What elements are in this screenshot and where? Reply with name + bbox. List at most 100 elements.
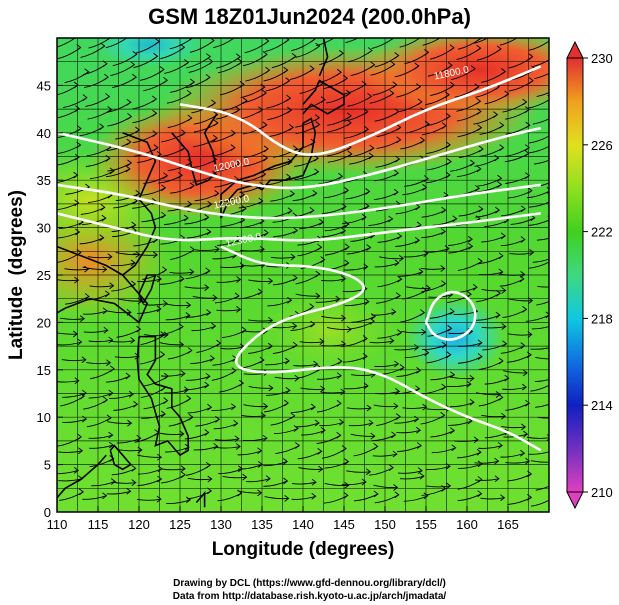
streamline bbox=[373, 404, 398, 408]
streamline-arrow bbox=[522, 98, 528, 106]
streamline bbox=[448, 330, 473, 335]
streamline-arrow bbox=[498, 268, 504, 276]
streamline-arrow bbox=[235, 159, 241, 167]
coastline bbox=[318, 38, 329, 77]
streamline-arrow bbox=[395, 292, 401, 300]
streamline-arrow bbox=[423, 175, 429, 182]
streamline bbox=[499, 38, 518, 46]
streamline bbox=[214, 438, 239, 441]
colorbar-tick-label: 210 bbox=[591, 485, 613, 500]
streamline-arrow bbox=[206, 309, 212, 316]
streamline-arrow bbox=[288, 123, 294, 131]
streamline-arrow bbox=[109, 365, 115, 373]
streamline-arrow bbox=[346, 89, 352, 97]
streamline bbox=[377, 235, 402, 243]
streamline-arrow bbox=[235, 443, 241, 450]
streamline-arrow bbox=[290, 253, 296, 261]
streamline bbox=[184, 286, 209, 289]
streamline bbox=[83, 329, 108, 333]
streamline-arrow bbox=[130, 61, 136, 68]
streamline-arrow bbox=[209, 355, 215, 362]
streamline-arrow bbox=[415, 203, 421, 211]
streamline-arrow bbox=[287, 296, 293, 304]
streamline bbox=[481, 235, 506, 243]
streamline-arrow bbox=[257, 489, 263, 497]
streamline bbox=[57, 469, 79, 475]
streamline bbox=[317, 375, 342, 380]
streamline-arrow bbox=[499, 121, 505, 129]
streamline bbox=[421, 231, 446, 239]
streamline-arrow bbox=[152, 95, 158, 103]
streamline bbox=[184, 384, 209, 391]
streamline bbox=[299, 341, 324, 344]
streamline-arrow bbox=[341, 445, 347, 452]
streamline-arrow bbox=[395, 155, 401, 163]
streamline bbox=[160, 468, 186, 471]
streamline bbox=[184, 217, 209, 225]
streamline bbox=[211, 406, 236, 411]
coastline bbox=[136, 335, 189, 457]
streamline bbox=[537, 416, 549, 419]
streamline-arrow bbox=[476, 165, 482, 173]
streamline bbox=[88, 38, 111, 49]
streamline-arrow bbox=[494, 475, 500, 483]
streamline bbox=[425, 465, 451, 471]
streamline bbox=[528, 261, 549, 269]
streamline-arrow bbox=[498, 252, 504, 260]
contour-line bbox=[179, 65, 542, 156]
colorbar-tick-label: 222 bbox=[591, 225, 613, 240]
streamline-arrow bbox=[504, 90, 510, 98]
streamline-arrow bbox=[216, 339, 222, 347]
streamline bbox=[397, 445, 422, 453]
streamline-arrow bbox=[447, 324, 453, 332]
streamline-arrow bbox=[418, 268, 424, 276]
streamline-arrow bbox=[127, 113, 133, 120]
streamline bbox=[79, 237, 104, 245]
streamline-arrow bbox=[262, 327, 268, 335]
streamline bbox=[274, 428, 299, 435]
streamline bbox=[500, 239, 526, 247]
streamline-arrow bbox=[268, 384, 274, 392]
streamline-arrow bbox=[186, 395, 192, 402]
streamline-arrow bbox=[494, 154, 500, 162]
streamline-arrow bbox=[551, 459, 555, 465]
streamline bbox=[60, 317, 85, 320]
streamline-arrow bbox=[527, 187, 533, 194]
streamline-arrow bbox=[212, 294, 218, 302]
streamline bbox=[111, 481, 136, 484]
streamline bbox=[528, 145, 549, 154]
streamline bbox=[525, 314, 549, 322]
streamline bbox=[160, 373, 186, 377]
streamline-arrow bbox=[204, 214, 210, 221]
streamline bbox=[430, 430, 455, 438]
streamline-arrow bbox=[545, 311, 549, 319]
streamline bbox=[159, 432, 184, 435]
streamline-arrow bbox=[551, 494, 555, 500]
x-tick-label: 125 bbox=[169, 517, 191, 532]
streamline-arrow bbox=[414, 236, 421, 244]
streamline bbox=[502, 386, 527, 390]
streamline bbox=[87, 256, 112, 259]
streamline-arrow bbox=[187, 159, 193, 166]
coastline bbox=[57, 454, 107, 499]
streamline-arrow bbox=[477, 353, 483, 360]
streamline-arrow bbox=[417, 98, 423, 106]
streamline-arrow bbox=[468, 242, 474, 250]
streamline-arrow bbox=[525, 457, 531, 465]
streamline bbox=[396, 429, 421, 434]
streamline-arrow bbox=[131, 221, 137, 229]
streamline-arrow bbox=[180, 471, 186, 479]
streamline-arrow bbox=[391, 308, 397, 316]
streamline-arrow bbox=[554, 65, 558, 71]
streamline bbox=[64, 268, 89, 271]
streamline-arrow bbox=[130, 337, 136, 344]
streamline-arrow bbox=[81, 356, 87, 364]
streamline-arrow bbox=[495, 311, 501, 319]
streamline-arrow bbox=[108, 441, 114, 449]
streamline bbox=[527, 99, 549, 109]
streamline-arrow bbox=[292, 322, 298, 330]
streamline-arrow bbox=[423, 250, 429, 258]
streamline bbox=[373, 484, 398, 489]
streamline-arrow bbox=[341, 314, 347, 322]
streamline bbox=[534, 379, 549, 383]
